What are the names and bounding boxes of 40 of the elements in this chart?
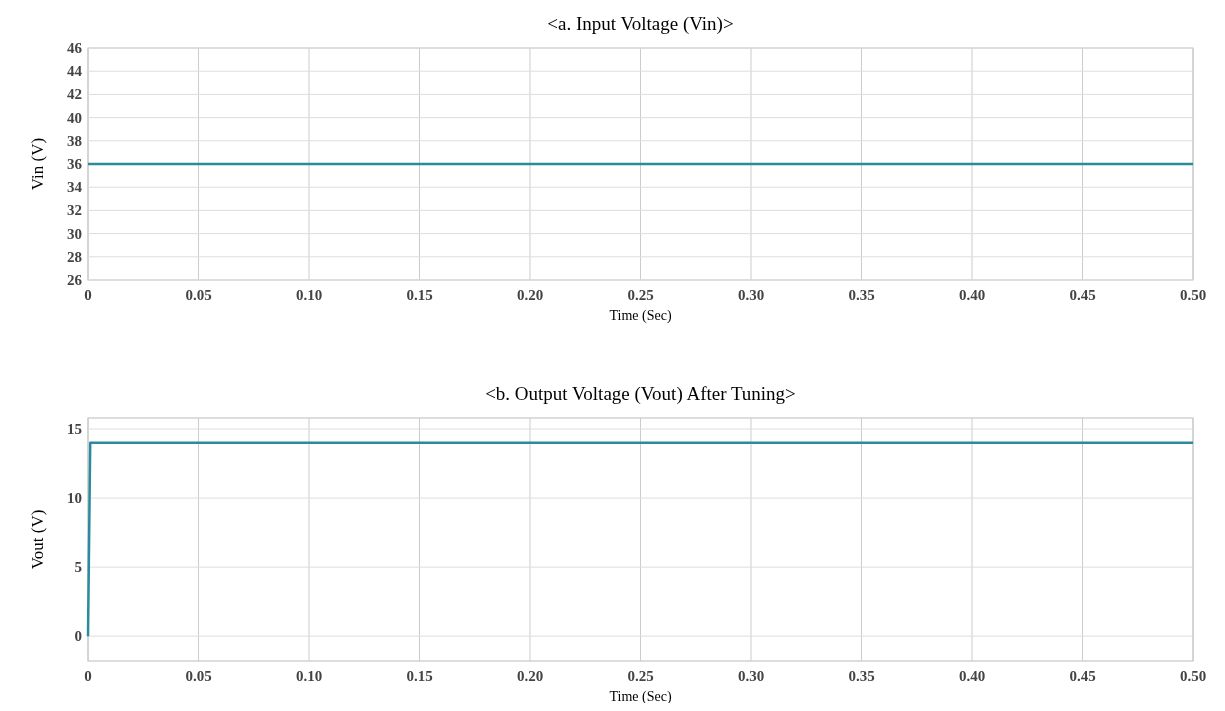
y-tick-label: 36 (67, 156, 83, 172)
chart-title: <a. Input Voltage (Vin)> (547, 13, 734, 35)
y-tick-label: 34 (67, 179, 83, 196)
y-tick-label: 0 (74, 628, 82, 645)
chart-title: <b. Output Voltage (Vout) After Tuning> (485, 383, 796, 405)
y-tick-label: 40 (67, 109, 82, 126)
y-tick-label: 32 (67, 202, 82, 219)
x-tick-label: 0.30 (737, 668, 765, 684)
y-tick-label: 46 (67, 40, 83, 56)
y-axis-title: Vin (V) (28, 137, 47, 191)
y-tick-label: 10 (67, 490, 82, 507)
x-tick-label: 0.05 (185, 668, 212, 684)
y-tick-label: 38 (67, 132, 82, 149)
x-tick-label: 0.05 (185, 287, 212, 303)
x-tick-label: 0.15 (406, 668, 433, 684)
y-tick-label: 26 (67, 272, 83, 288)
x-tick-label: 0.35 (848, 287, 875, 303)
x-tick-label: 0.20 (516, 668, 544, 684)
y-tick-label: 5 (74, 559, 82, 576)
x-axis-title: Time (Sec) (609, 308, 672, 324)
x-tick-label: 0.10 (295, 287, 323, 303)
x-tick-label: 0.10 (295, 668, 323, 684)
x-tick-label: 0.20 (516, 287, 544, 303)
x-tick-label: 0.30 (737, 287, 765, 303)
x-tick-label: 0.45 (1069, 668, 1096, 684)
x-tick-label: 0.45 (1069, 287, 1096, 303)
y-tick-label: 28 (67, 248, 82, 265)
x-tick-label: 0.50 (1179, 668, 1207, 684)
x-tick-label: 0.15 (406, 287, 433, 303)
x-tick-label: 0.40 (958, 668, 986, 684)
y-axis-title: Vout (V) (28, 509, 47, 570)
x-tick-label: 0.25 (627, 668, 654, 684)
x-tick-label: 0.40 (958, 287, 986, 303)
y-tick-label: 30 (67, 225, 82, 242)
y-tick-label: 44 (67, 63, 83, 80)
y-tick-label: 15 (67, 421, 82, 438)
x-tick-label: 0.35 (848, 668, 875, 684)
y-tick-label: 42 (67, 86, 82, 103)
x-tick-label: 0.25 (627, 287, 654, 303)
x-tick-label: 0.50 (1179, 287, 1207, 303)
